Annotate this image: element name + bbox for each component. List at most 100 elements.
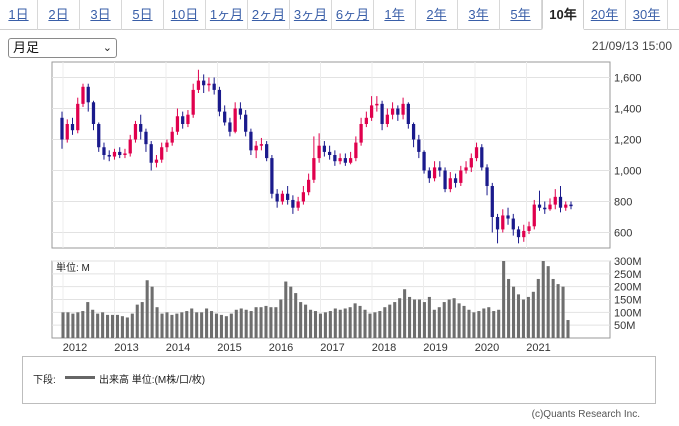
price-tick-label: 1,000 [614,166,642,178]
candle-body [254,145,258,151]
volume-bar [259,307,263,338]
tab-16[interactable]: 30年 [626,0,668,30]
volume-bar [457,303,461,338]
candle-body [553,196,557,205]
candle-body [65,124,69,140]
year-tick-label: 2013 [114,342,138,354]
candle-body [327,151,332,155]
volume-bar [348,307,352,338]
tab-12[interactable]: 3年 [458,0,500,30]
candle-body [207,83,211,86]
candle-body [453,178,458,183]
candle-body [196,80,201,90]
candle-body [448,178,452,190]
chart-interval-select[interactable]: 月足 ⌄ [8,38,117,58]
candle-body [459,170,463,183]
volume-unit-label: 単位: M [56,261,90,274]
volume-bar [358,305,362,338]
volume-bar [115,314,119,338]
candle-body [291,199,295,208]
tab-11[interactable]: 2年 [416,0,458,30]
candle-body [238,108,243,115]
stock-chart: 600 800 1,000 1,200 1,400 1,600 50M100M150M200… [51,61,642,354]
volume-bar [408,296,412,338]
volume-bar [244,309,248,338]
period-tab-bar: 1日 2日 3日 5日 10日 1ヶ月 2ヶ月 3ヶ月 6ヶ月 1年 2年 3年 5年 10年 20年 30年 [0,0,679,30]
candle-body [537,204,542,208]
volume-tick-label: 300M [614,256,642,268]
candle-body [81,86,85,104]
volume-bar [170,314,174,338]
volume-bar [452,298,456,338]
volume-bar [304,304,308,338]
tab-7[interactable]: 2ヶ月 [248,0,290,30]
volume-bar [209,311,214,338]
volume-bar [447,299,451,338]
candle-body [443,170,447,190]
volume-bar [403,289,407,338]
candle-body [244,114,248,132]
volume-bar [318,313,322,338]
candle-body [532,204,536,227]
tab-14[interactable]: 10年 [542,0,584,30]
volume-bar [200,312,204,338]
tab-13[interactable]: 5年 [500,0,542,30]
price-tick-label: 1,400 [614,104,642,116]
volume-bar [313,311,318,338]
candle-body [233,108,237,132]
tab-2[interactable]: 2日 [38,0,80,30]
candle-body [170,131,174,143]
candle-body [296,201,300,208]
volume-bar [526,296,530,338]
volume-tick-label: 50M [614,320,635,332]
volume-bar [274,307,278,338]
candle-body [97,124,101,148]
volume-bar [71,313,75,338]
volume-bar [135,304,139,338]
volume-bar [566,320,570,338]
tab-5[interactable]: 10日 [164,0,206,30]
candle-body [569,204,573,207]
volume-bar [180,312,184,338]
year-tick-label: 2020 [475,342,499,354]
candle-body [522,230,526,238]
candle-body [301,192,306,202]
candle-body [86,86,90,103]
candle-body [427,170,431,179]
candle-body [312,158,316,180]
volume-bar [110,314,115,338]
candle-body [511,218,515,230]
candle-body [70,124,75,131]
volume-bar [492,311,496,338]
candle-body [322,145,326,152]
candle-body [160,147,164,160]
volume-tick-label: 150M [614,295,642,307]
tab-1[interactable]: 1日 [0,0,38,30]
candle-body [91,102,96,124]
year-tick-label: 2017 [320,342,344,354]
candle-body [474,147,479,159]
tab-9[interactable]: 6ヶ月 [332,0,374,30]
candle-body [490,186,494,217]
tab-3[interactable]: 3日 [80,0,122,30]
candle-body [275,193,279,202]
legend-volume-swatch [65,376,95,379]
volume-bar [160,313,164,338]
volume-bar [437,307,441,338]
volume-tick-label: 200M [614,282,642,294]
candle-body [107,155,111,157]
tab-6[interactable]: 1ヶ月 [206,0,248,30]
tab-10[interactable]: 1年 [374,0,416,30]
volume-bar [487,307,491,338]
price-tick-label: 600 [614,228,632,240]
candle-body [485,167,489,186]
tab-8[interactable]: 3ヶ月 [290,0,332,30]
volume-bar [185,311,189,338]
candle-body [469,158,473,168]
volume-bar [190,308,194,338]
tab-4[interactable]: 5日 [122,0,164,30]
tab-15[interactable]: 20年 [584,0,626,30]
volume-bar [551,278,555,338]
chevron-down-icon: ⌄ [102,42,112,54]
candle-body [286,193,290,200]
